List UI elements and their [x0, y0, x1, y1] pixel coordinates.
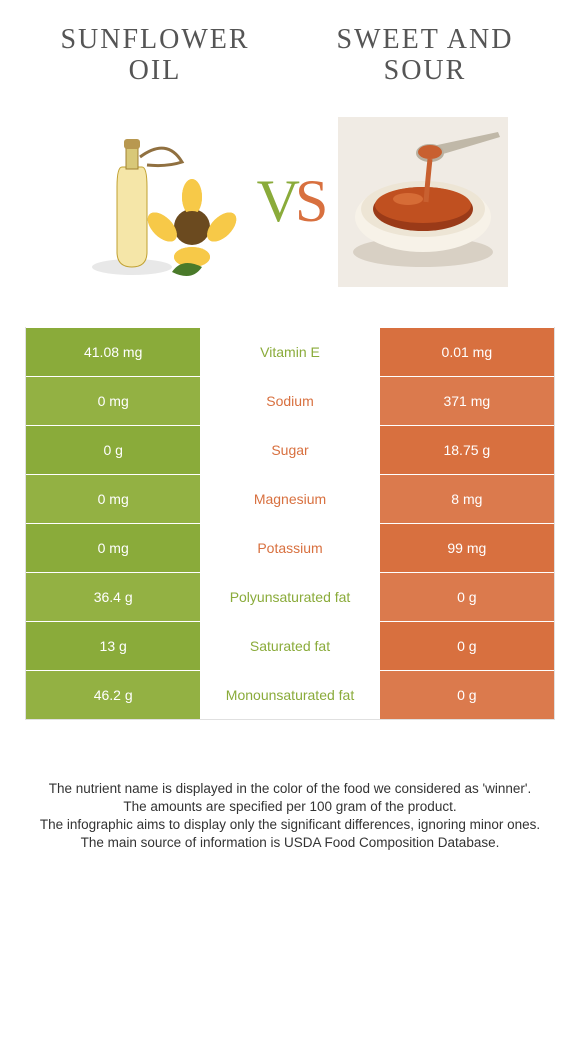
cell-nutrient: Magnesium [200, 475, 379, 523]
images-row: VS [0, 97, 580, 327]
sweet-and-sour-image [338, 117, 508, 287]
cell-right: 99 mg [380, 524, 554, 572]
title-right: SWEET AND SOUR [305, 25, 545, 87]
table-row: 0 g Sugar 18.75 g [26, 425, 554, 474]
footer-line: The infographic aims to display only the… [25, 816, 555, 834]
cell-right: 371 mg [380, 377, 554, 425]
cell-nutrient: Vitamin E [200, 328, 379, 376]
cell-nutrient: Sugar [200, 426, 379, 474]
cell-nutrient: Monounsaturated fat [200, 671, 379, 719]
cell-nutrient: Saturated fat [200, 622, 379, 670]
footer-notes: The nutrient name is displayed in the co… [0, 720, 580, 873]
table-row: 0 mg Potassium 99 mg [26, 523, 554, 572]
cell-right: 0 g [380, 573, 554, 621]
cell-left: 46.2 g [26, 671, 200, 719]
header: SUNFLOWER OIL SWEET AND SOUR [0, 0, 580, 97]
comparison-table: 41.08 mg Vitamin E 0.01 mg 0 mg Sodium 3… [25, 327, 555, 720]
cell-right: 0 g [380, 622, 554, 670]
footer-line: The main source of information is USDA F… [25, 834, 555, 852]
footer-line: The nutrient name is displayed in the co… [25, 780, 555, 798]
vs-label: VS [257, 167, 324, 236]
table-row: 0 mg Sodium 371 mg [26, 376, 554, 425]
cell-left: 13 g [26, 622, 200, 670]
cell-right: 0.01 mg [380, 328, 554, 376]
vs-s: S [295, 168, 323, 234]
cell-left: 36.4 g [26, 573, 200, 621]
cell-left: 0 mg [26, 524, 200, 572]
table-row: 46.2 g Monounsaturated fat 0 g [26, 670, 554, 719]
cell-nutrient: Polyunsaturated fat [200, 573, 379, 621]
cell-left: 0 g [26, 426, 200, 474]
sunflower-oil-image [72, 117, 242, 287]
cell-left: 0 mg [26, 475, 200, 523]
title-left: SUNFLOWER OIL [35, 25, 275, 87]
vs-v: V [257, 168, 295, 234]
cell-left: 0 mg [26, 377, 200, 425]
table-row: 41.08 mg Vitamin E 0.01 mg [26, 327, 554, 376]
cell-right: 18.75 g [380, 426, 554, 474]
cell-left: 41.08 mg [26, 328, 200, 376]
table-row: 36.4 g Polyunsaturated fat 0 g [26, 572, 554, 621]
table-row: 0 mg Magnesium 8 mg [26, 474, 554, 523]
cell-right: 8 mg [380, 475, 554, 523]
cell-right: 0 g [380, 671, 554, 719]
cell-nutrient: Sodium [200, 377, 379, 425]
cell-nutrient: Potassium [200, 524, 379, 572]
table-row: 13 g Saturated fat 0 g [26, 621, 554, 670]
footer-line: The amounts are specified per 100 gram o… [25, 798, 555, 816]
